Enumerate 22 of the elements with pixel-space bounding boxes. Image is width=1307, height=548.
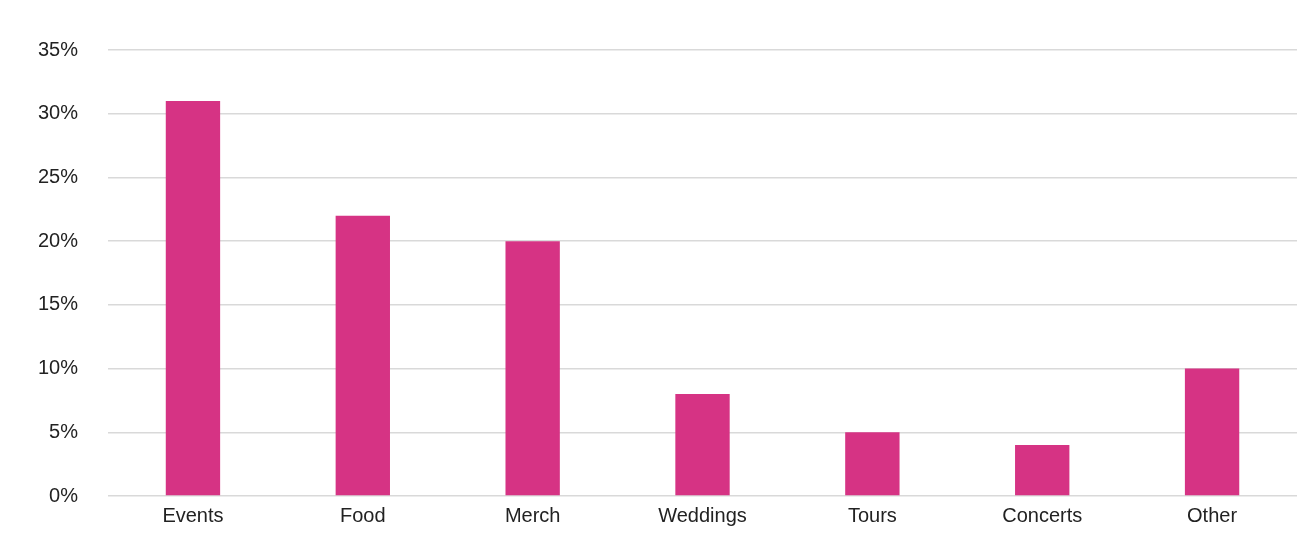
x-tick-label: Events xyxy=(162,503,224,526)
bar xyxy=(1184,368,1240,496)
bar xyxy=(165,100,221,496)
y-tick-label: 0% xyxy=(49,483,79,506)
x-tick-label: Other xyxy=(1187,503,1238,526)
y-tick-label: 15% xyxy=(38,292,79,315)
x-tick-label: Concerts xyxy=(1002,503,1083,526)
y-tick-label: 20% xyxy=(38,228,79,251)
bar xyxy=(505,241,560,496)
y-tick-label: 10% xyxy=(38,356,79,379)
y-tick-label: 5% xyxy=(49,419,79,442)
bar xyxy=(335,215,390,496)
bar xyxy=(845,432,900,496)
x-tick-label: Merch xyxy=(504,503,561,526)
bar xyxy=(675,394,730,496)
bar xyxy=(1015,445,1070,496)
y-tick-label: 25% xyxy=(38,164,79,187)
x-tick-label: Weddings xyxy=(658,503,747,526)
y-tick-label: 35% xyxy=(38,37,79,60)
y-tick-label: 30% xyxy=(38,101,79,124)
x-tick-label: Food xyxy=(340,503,386,526)
x-tick-label: Tours xyxy=(847,503,897,526)
